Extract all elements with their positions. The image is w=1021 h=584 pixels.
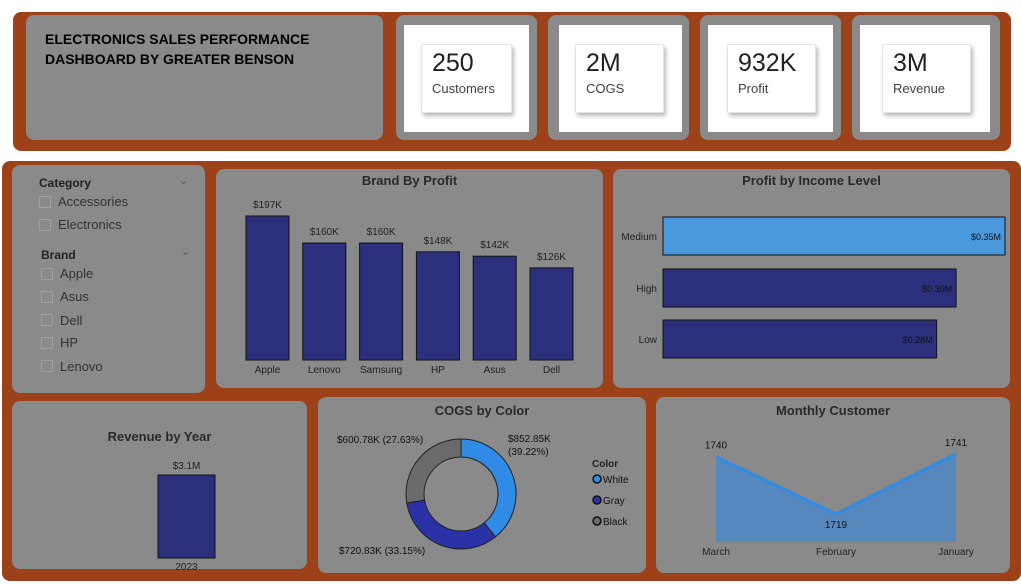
- category-label: High: [636, 284, 657, 295]
- checkbox-electronics[interactable]: [39, 219, 51, 231]
- slicer-item-hp[interactable]: HP: [60, 335, 79, 350]
- chart-title: Monthly Customer: [775, 403, 891, 418]
- checkbox-hp[interactable]: [41, 337, 53, 349]
- kpi-label: Customers: [432, 81, 495, 96]
- data-label: 1741: [945, 438, 968, 449]
- checkbox-asus[interactable]: [41, 291, 53, 303]
- legend-marker-white[interactable]: [592, 474, 602, 484]
- kpi-label: Profit: [738, 81, 769, 96]
- kpi-value: 3M: [893, 49, 928, 77]
- data-label: $148K: [423, 236, 452, 247]
- legend-label-white[interactable]: White: [603, 475, 629, 486]
- data-label: $720.83K (33.15%): [339, 546, 425, 557]
- slicer-item-asus[interactable]: Asus: [60, 289, 89, 304]
- data-label: $600.78K (27.63%): [337, 435, 423, 446]
- category-label: January: [938, 547, 974, 558]
- slicer-item-electronics[interactable]: Electronics: [58, 217, 122, 232]
- category-label: February: [816, 547, 856, 558]
- checkbox-dell[interactable]: [41, 314, 53, 326]
- data-label: $0.35M: [971, 232, 1001, 242]
- cogs-color-chart: $852.85K (39.22%) $720.83K (33.15%) $600.78…: [337, 434, 629, 557]
- category-label: Samsung: [360, 365, 402, 376]
- slicer-item-dell[interactable]: Dell: [60, 313, 83, 328]
- data-label: $0.28M: [903, 335, 933, 345]
- data-label: $126K: [537, 252, 566, 263]
- data-label: $0.30M: [922, 284, 952, 294]
- bar-high[interactable]: [662, 268, 957, 308]
- kpi-card-revenue[interactable]: 3M Revenue: [852, 15, 1000, 140]
- legend-marker-gray[interactable]: [592, 495, 602, 505]
- revenue-year-chart: $3.1M 2023: [157, 461, 216, 573]
- category-label: HP: [431, 365, 445, 376]
- category-label: Apple: [255, 365, 281, 376]
- bar-low[interactable]: [662, 319, 938, 359]
- title-card: ELECTRONICS SALES PERFORMANCE DASHBOARD …: [26, 15, 383, 140]
- bar-dell[interactable]: [529, 267, 574, 361]
- slice-gray[interactable]: [406, 499, 497, 550]
- kpi-value: 250: [432, 49, 474, 77]
- category-slicer-title: Category: [39, 176, 92, 190]
- slicer-panel: Category ⌄ Accessories Electronics Brand…: [12, 165, 205, 393]
- data-label: $852.85K: [508, 434, 551, 445]
- income-profit-chart: $0.35M Medium $0.30M High $0.28M Low: [621, 216, 1006, 359]
- monthly-customer-card[interactable]: Monthly Customer 1740 March 1719 February 17…: [656, 397, 1010, 573]
- data-label: $3.1M: [173, 461, 201, 472]
- chart-title: COGS by Color: [434, 403, 530, 418]
- kpi-value: 932K: [738, 49, 797, 77]
- checkbox-accessories[interactable]: [39, 196, 51, 208]
- brand-profit-card[interactable]: Brand By Profit $197K Apple $160K Lenovo $16…: [216, 169, 603, 388]
- area-fill: [716, 454, 956, 542]
- area-line[interactable]: [715, 452, 957, 516]
- kpi-label: Revenue: [893, 81, 946, 96]
- bar-samsung[interactable]: [359, 242, 404, 361]
- bar-asus[interactable]: [472, 255, 517, 361]
- category-label: Asus: [484, 365, 506, 376]
- chevron-down-icon[interactable]: ⌄: [179, 175, 189, 187]
- data-label: 1719: [825, 520, 848, 531]
- brand-slicer-title: Brand: [41, 248, 76, 262]
- data-label: $142K: [480, 240, 509, 251]
- bar-lenovo[interactable]: [302, 242, 347, 361]
- category-label: March: [702, 547, 730, 558]
- kpi-value: 2M: [586, 49, 621, 77]
- chart-title: Brand By Profit: [361, 173, 458, 188]
- data-label: 1740: [705, 441, 728, 452]
- brand-profit-chart: $197K Apple $160K Lenovo $160K Samsung $148K HP…: [245, 200, 574, 376]
- slicer-item-lenovo[interactable]: Lenovo: [60, 359, 103, 374]
- kpi-label: COGS: [586, 81, 625, 96]
- data-label: $160K: [310, 227, 339, 238]
- kpi-card-profit[interactable]: 932K Profit: [700, 15, 841, 140]
- legend-marker-black[interactable]: [592, 516, 602, 526]
- chart-title: Profit by Income Level: [742, 173, 881, 188]
- revenue-year-card[interactable]: Revenue by Year $3.1M 2023: [12, 401, 307, 573]
- kpi-card-customers[interactable]: 250 Customers: [396, 15, 537, 140]
- cogs-color-card[interactable]: COGS by Color $852.85K (39.22%) $720.83K (…: [318, 397, 646, 573]
- slice-black[interactable]: [405, 438, 462, 504]
- dashboard-title: ELECTRONICS SALES PERFORMANCE DASHBOARD …: [45, 31, 310, 67]
- data-label: (39.22%): [508, 447, 549, 458]
- checkbox-apple[interactable]: [41, 268, 53, 280]
- monthly-customer-chart: 1740 March 1719 February 1741 January: [702, 438, 974, 558]
- slicer-item-apple[interactable]: Apple: [60, 266, 94, 281]
- slicer-item-accessories[interactable]: Accessories: [58, 194, 129, 209]
- chart-title: Revenue by Year: [107, 429, 212, 444]
- data-label: $160K: [367, 227, 396, 238]
- category-label: Low: [639, 335, 658, 346]
- bar-2023[interactable]: [157, 474, 216, 559]
- checkbox-lenovo[interactable]: [41, 360, 53, 372]
- category-label: 2023: [175, 562, 198, 573]
- category-label: Medium: [621, 232, 657, 243]
- chevron-down-icon[interactable]: ⌄: [181, 246, 191, 258]
- bar-apple[interactable]: [245, 215, 290, 361]
- legend-label-gray[interactable]: Gray: [603, 496, 625, 507]
- kpi-card-cogs[interactable]: 2M COGS: [548, 15, 689, 140]
- bar-hp[interactable]: [415, 251, 460, 361]
- category-label: Dell: [543, 365, 560, 376]
- category-label: Lenovo: [308, 365, 341, 376]
- data-label: $197K: [253, 200, 282, 211]
- income-profit-card[interactable]: Profit by Income Level $0.35M Medium $0.30…: [613, 169, 1010, 388]
- legend-label-black[interactable]: Black: [603, 517, 628, 528]
- legend-title: Color: [592, 459, 618, 470]
- bar-medium[interactable]: [662, 216, 1006, 256]
